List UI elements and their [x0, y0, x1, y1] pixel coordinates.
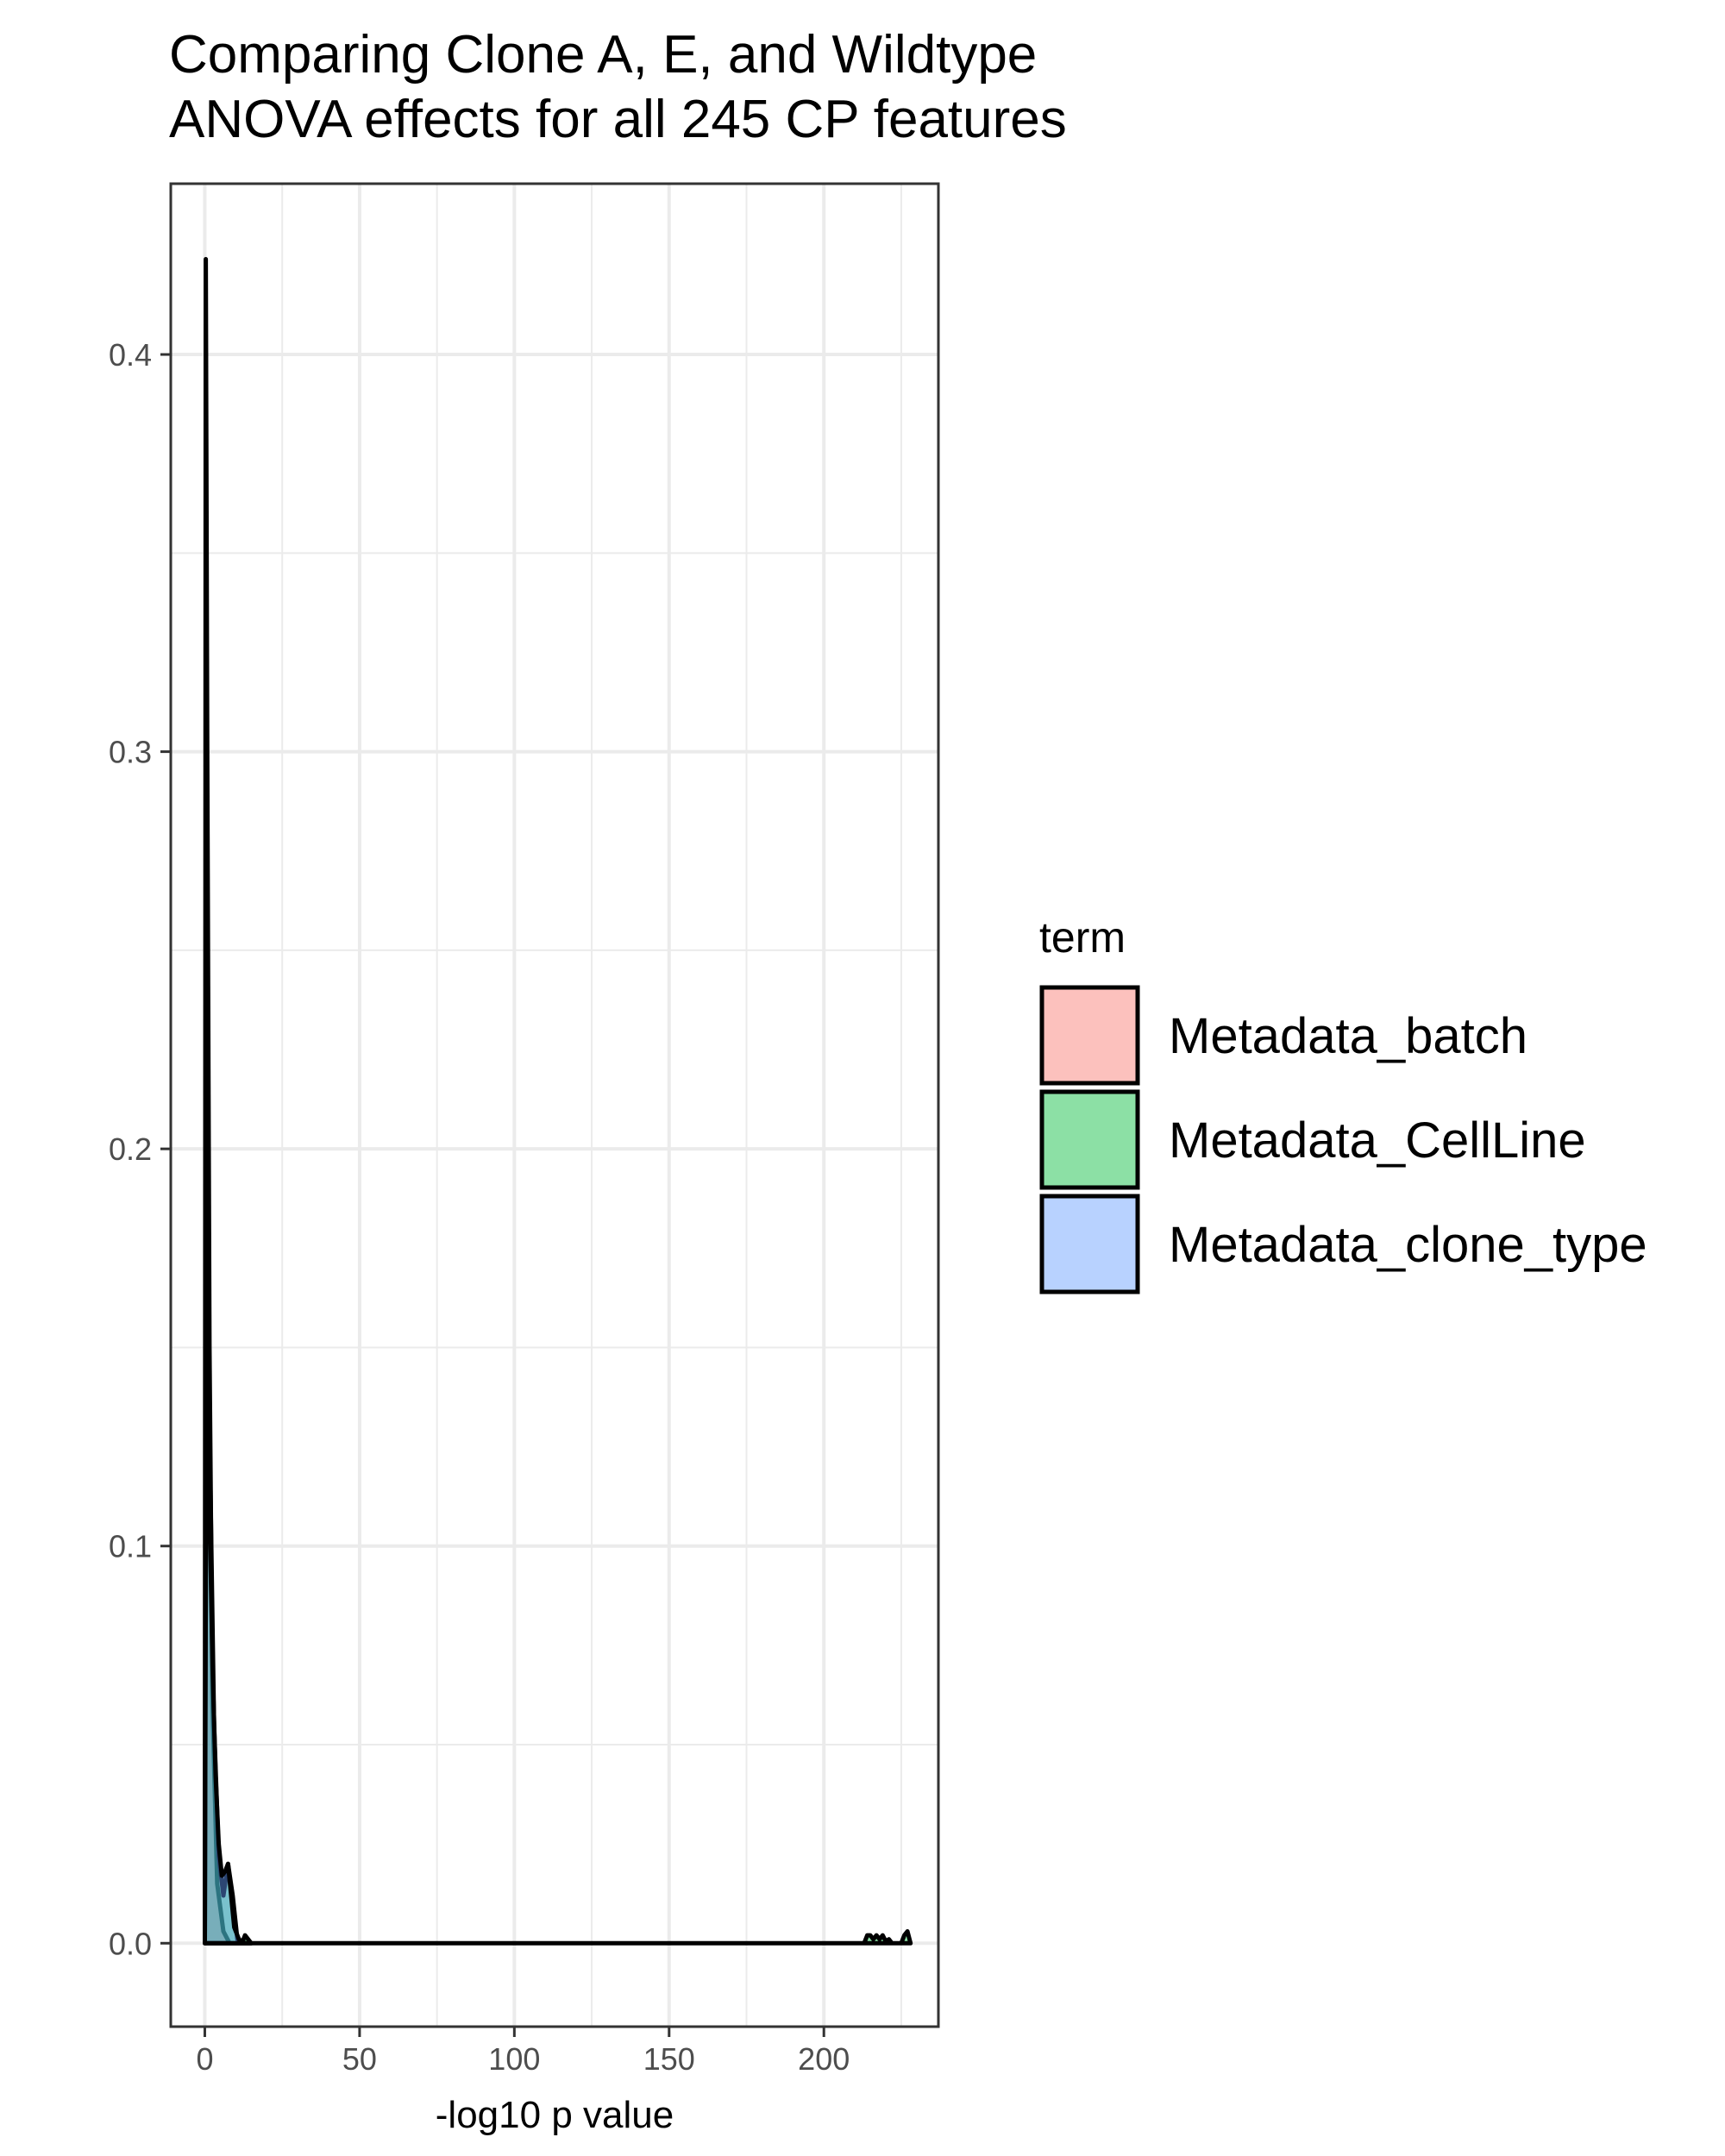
y-tick-label: 0.1 [109, 1529, 152, 1564]
legend-label-metadata-batch: Metadata_batch [1169, 1008, 1527, 1064]
panel-border [169, 182, 940, 2028]
x-axis-title: -log10 p value [436, 2094, 674, 2136]
chart-title: Comparing Clone A, E, and Wildtype [169, 25, 1037, 85]
x-tick-label: 100 [488, 2041, 540, 2077]
legend-label-metadata-cellline: Metadata_CellLine [1169, 1112, 1586, 1169]
chart-subtitle: ANOVA effects for all 245 CP features [169, 90, 1067, 149]
density-area-metadata-clone-type [203, 1344, 254, 1946]
x-tick-label: 150 [643, 2041, 695, 2077]
y-tick-label: 0.2 [109, 1131, 152, 1167]
x-tick-label: 50 [342, 2041, 377, 2077]
legend: term Metadata_batch Metadata_CellLine Meta… [1039, 913, 1647, 1294]
x-axis: 0 50 100 150 200 [196, 2027, 850, 2077]
y-tick-label: 0.3 [109, 735, 152, 770]
x-tick-label: 0 [196, 2041, 213, 2077]
density-area-metadata-cellline [203, 1186, 913, 1946]
legend-key-metadata-batch [1039, 985, 1140, 1086]
legend-label-metadata-clone-type: Metadata_clone_type [1169, 1217, 1647, 1273]
y-tick-label: 0.0 [109, 1926, 152, 1961]
panel-background [171, 184, 938, 2027]
legend-key-metadata-clone-type [1039, 1194, 1140, 1294]
legend-title: term [1039, 913, 1126, 962]
y-tick-label: 0.4 [109, 337, 152, 373]
legend-key-metadata-cellline [1039, 1089, 1140, 1190]
y-axis: 0.0 0.1 0.2 0.3 0.4 [109, 337, 171, 1961]
x-tick-label: 200 [798, 2041, 850, 2077]
plot-panel [169, 182, 940, 2028]
